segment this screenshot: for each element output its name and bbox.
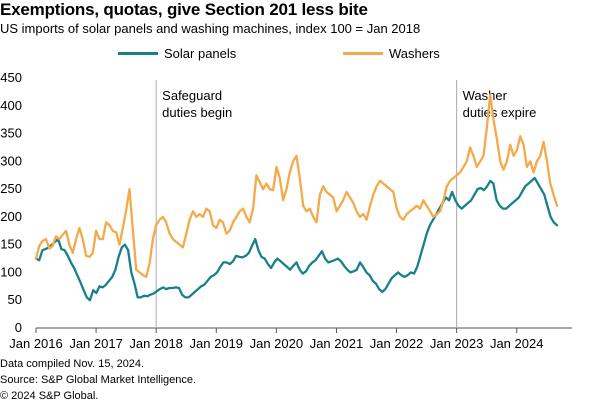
legend-swatch-solar bbox=[118, 52, 158, 55]
y-tick-label: 250 bbox=[0, 181, 22, 196]
y-tick-label: 400 bbox=[0, 98, 22, 113]
y-tick-label: 100 bbox=[0, 264, 22, 279]
annotation-label: duties begin bbox=[162, 105, 232, 120]
x-tick-label: Jan 2016 bbox=[9, 336, 63, 351]
x-tick-label: Jan 2021 bbox=[310, 336, 364, 351]
legend-item-washers: Washers bbox=[343, 46, 440, 61]
x-tick-label: Jan 2018 bbox=[129, 336, 183, 351]
footer-compiled: Data compiled Nov. 15, 2024. bbox=[0, 358, 145, 370]
y-tick-label: 0 bbox=[15, 320, 22, 335]
series-line-washers bbox=[34, 93, 559, 279]
series-line-solar bbox=[34, 176, 559, 302]
y-tick-label: 300 bbox=[0, 153, 22, 168]
y-tick-label: 200 bbox=[0, 209, 22, 224]
x-tick-label: Jan 2017 bbox=[69, 336, 123, 351]
y-tick-label: 450 bbox=[0, 70, 22, 85]
x-tick-label: Jan 2019 bbox=[190, 336, 244, 351]
footer-source: Source: S&P Global Market Intelligence. bbox=[0, 374, 197, 386]
y-tick-label: 350 bbox=[0, 126, 22, 141]
chart-subtitle: US imports of solar panels and washing m… bbox=[0, 21, 421, 36]
x-tick-label: Jan 2023 bbox=[430, 336, 484, 351]
legend: Solar panels Washers bbox=[0, 46, 600, 64]
x-tick-label: Jan 2022 bbox=[370, 336, 424, 351]
annotation-label: Washer bbox=[463, 88, 508, 103]
x-tick-label: Jan 2020 bbox=[250, 336, 304, 351]
legend-swatch-washers bbox=[343, 52, 383, 55]
legend-item-solar: Solar panels bbox=[118, 46, 236, 61]
annotation-label: duties expire bbox=[463, 105, 537, 120]
y-tick-label: 150 bbox=[0, 237, 22, 252]
legend-label-solar: Solar panels bbox=[164, 46, 237, 61]
footer-copyright: © 2024 S&P Global. bbox=[0, 390, 99, 402]
chart-title: Exemptions, quotas, give Section 201 les… bbox=[0, 0, 368, 19]
y-tick-label: 50 bbox=[8, 292, 22, 307]
legend-label-washers: Washers bbox=[389, 46, 440, 61]
annotation-label: Safeguard bbox=[162, 88, 222, 103]
x-tick-label: Jan 2024 bbox=[490, 336, 544, 351]
